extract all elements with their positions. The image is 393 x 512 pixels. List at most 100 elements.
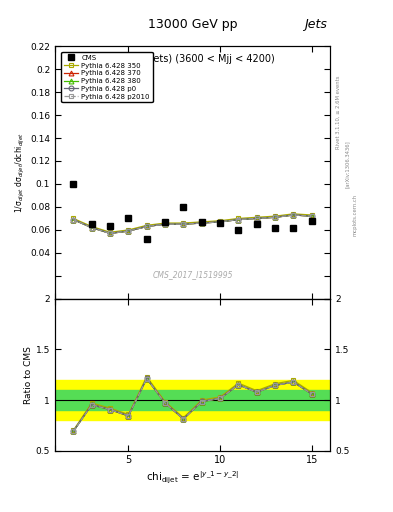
Pythia 6.428 370 [163, 221, 167, 227]
Pythia 6.428 350 [291, 211, 296, 217]
Text: [arXiv:1306.3436]: [arXiv:1306.3436] [345, 140, 350, 188]
X-axis label: chi$_{\mathregular{dijet}}$ = e$^{|y\_1-y\_2|}$: chi$_{\mathregular{dijet}}$ = e$^{|y\_1-… [146, 470, 239, 486]
Pythia 6.428 380 [89, 225, 94, 231]
Pythia 6.428 p2010 [273, 214, 277, 220]
Pythia 6.428 350 [126, 227, 131, 233]
Pythia 6.428 370 [218, 219, 222, 225]
CMS [181, 204, 186, 210]
Pythia 6.428 380 [309, 213, 314, 219]
Pythia 6.428 350 [163, 220, 167, 226]
Pythia 6.428 380 [144, 223, 149, 229]
Pythia 6.428 380 [126, 228, 131, 234]
Pythia 6.428 370 [291, 212, 296, 218]
Pythia 6.428 350 [108, 229, 112, 236]
Line: CMS: CMS [70, 181, 315, 242]
CMS [89, 221, 94, 227]
CMS [108, 223, 112, 229]
Pythia 6.428 p2010 [254, 216, 259, 222]
Y-axis label: 1/σ$_{dijet}$ dσ$_{dijet}$/dchi$_{dijet}$: 1/σ$_{dijet}$ dσ$_{dijet}$/dchi$_{dijet}… [14, 132, 27, 213]
Y-axis label: Ratio to CMS: Ratio to CMS [24, 346, 33, 403]
Pythia 6.428 350 [218, 218, 222, 224]
Pythia 6.428 380 [291, 212, 296, 218]
CMS [236, 227, 241, 233]
Pythia 6.428 350 [254, 214, 259, 220]
Pythia 6.428 p0 [89, 225, 94, 231]
Pythia 6.428 370 [89, 225, 94, 231]
Pythia 6.428 p0 [108, 230, 112, 237]
Pythia 6.428 p0 [144, 223, 149, 229]
Pythia 6.428 370 [309, 213, 314, 219]
Pythia 6.428 p2010 [163, 221, 167, 227]
Line: Pythia 6.428 p2010: Pythia 6.428 p2010 [71, 212, 314, 236]
Text: Rivet 3.1.10, ≥ 2.6M events: Rivet 3.1.10, ≥ 2.6M events [336, 76, 341, 150]
Pythia 6.428 p0 [163, 221, 167, 227]
Text: Jets: Jets [305, 18, 327, 31]
Pythia 6.428 p2010 [89, 225, 94, 231]
Pythia 6.428 p0 [236, 217, 241, 223]
Line: Pythia 6.428 380: Pythia 6.428 380 [71, 212, 314, 236]
Pythia 6.428 370 [254, 216, 259, 222]
Pythia 6.428 p0 [309, 213, 314, 219]
Pythia 6.428 380 [273, 214, 277, 220]
Pythia 6.428 380 [71, 217, 76, 223]
Pythia 6.428 p2010 [218, 219, 222, 225]
Pythia 6.428 380 [254, 216, 259, 222]
Pythia 6.428 350 [273, 213, 277, 219]
CMS [126, 216, 131, 222]
Pythia 6.428 p2010 [144, 223, 149, 229]
Pythia 6.428 350 [199, 219, 204, 225]
Text: mcplots.cern.ch: mcplots.cern.ch [353, 194, 358, 236]
CMS [163, 219, 167, 225]
Pythia 6.428 p0 [291, 212, 296, 218]
CMS [218, 220, 222, 226]
Line: Pythia 6.428 p0: Pythia 6.428 p0 [71, 212, 314, 236]
Pythia 6.428 370 [181, 221, 186, 227]
Pythia 6.428 p0 [199, 220, 204, 226]
CMS [291, 225, 296, 231]
Legend: CMS, Pythia 6.428 350, Pythia 6.428 370, Pythia 6.428 380, Pythia 6.428 p0, Pyth: CMS, Pythia 6.428 350, Pythia 6.428 370,… [61, 52, 152, 102]
Pythia 6.428 p2010 [309, 213, 314, 219]
CMS [309, 218, 314, 224]
Pythia 6.428 370 [273, 214, 277, 220]
Pythia 6.428 p0 [71, 217, 76, 223]
Pythia 6.428 350 [181, 220, 186, 226]
Pythia 6.428 380 [199, 220, 204, 226]
CMS [144, 236, 149, 242]
Pythia 6.428 380 [218, 219, 222, 225]
Pythia 6.428 350 [236, 216, 241, 222]
Pythia 6.428 p0 [126, 228, 131, 234]
Line: Pythia 6.428 370: Pythia 6.428 370 [71, 212, 314, 236]
Pythia 6.428 p0 [273, 214, 277, 220]
Pythia 6.428 380 [108, 230, 112, 237]
CMS [273, 225, 277, 231]
Pythia 6.428 p2010 [126, 228, 131, 234]
Pythia 6.428 p2010 [236, 217, 241, 223]
Pythia 6.428 370 [71, 217, 76, 223]
Pythia 6.428 350 [144, 222, 149, 228]
CMS [71, 181, 76, 187]
Text: CMS_2017_I1519995: CMS_2017_I1519995 [152, 270, 233, 279]
Text: 13000 GeV pp: 13000 GeV pp [148, 18, 237, 31]
Pythia 6.428 p0 [218, 219, 222, 225]
Pythia 6.428 380 [181, 221, 186, 227]
Pythia 6.428 350 [309, 212, 314, 218]
Pythia 6.428 370 [108, 230, 112, 237]
Pythia 6.428 350 [89, 223, 94, 229]
Pythia 6.428 p2010 [291, 212, 296, 218]
Pythia 6.428 p2010 [199, 220, 204, 226]
Pythia 6.428 p2010 [181, 221, 186, 227]
Pythia 6.428 p2010 [108, 230, 112, 237]
Pythia 6.428 370 [199, 220, 204, 226]
Pythia 6.428 p0 [181, 221, 186, 227]
Line: Pythia 6.428 350: Pythia 6.428 350 [71, 211, 314, 234]
CMS [254, 221, 259, 227]
CMS [199, 219, 204, 225]
Text: χ (jets) (3600 < Mjj < 4200): χ (jets) (3600 < Mjj < 4200) [138, 54, 275, 63]
Pythia 6.428 p0 [254, 216, 259, 222]
Pythia 6.428 370 [236, 217, 241, 223]
Pythia 6.428 380 [236, 217, 241, 223]
Pythia 6.428 380 [163, 221, 167, 227]
Pythia 6.428 370 [126, 228, 131, 234]
Pythia 6.428 370 [144, 223, 149, 229]
Pythia 6.428 350 [71, 216, 76, 222]
